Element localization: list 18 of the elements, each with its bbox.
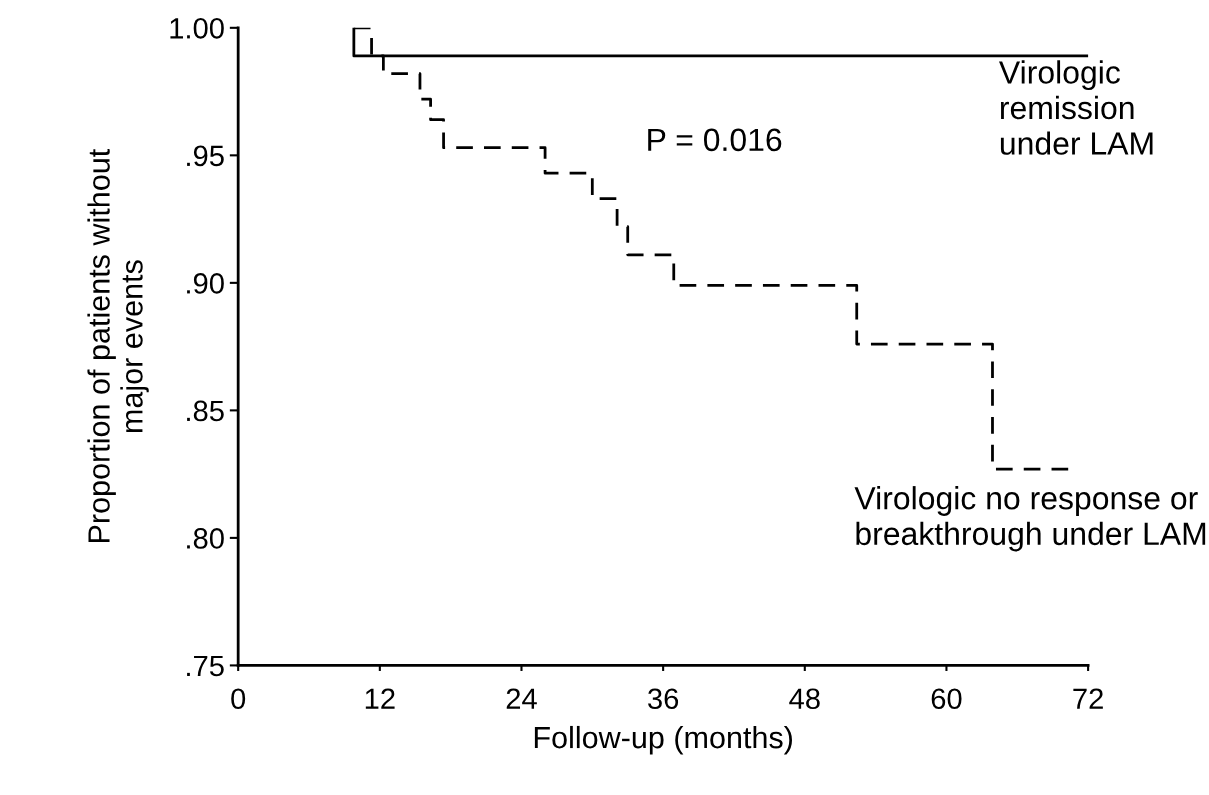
y-tick-label: .95: [187, 145, 224, 167]
y-axis-title: Proportion of patients without major events: [87, 148, 149, 542]
y-tick-label: .90: [187, 273, 224, 294]
y-tick-label: .85: [187, 400, 224, 422]
x-tick-label: 24: [506, 688, 537, 709]
x-tick-label: 0: [231, 688, 246, 710]
x-tick-label: 72: [1073, 688, 1103, 709]
annotation: P = 0.016: [648, 128, 782, 152]
x-tick-label: 60: [931, 688, 962, 710]
y-tick-label: .75: [187, 655, 224, 677]
x-tick-label: 12: [365, 688, 395, 709]
x-axis-title: Follow-up (months): [534, 725, 792, 755]
series-label: Virologic no response or breakthrough under LAM: [854, 486, 1206, 552]
x-tick-label: 48: [789, 688, 820, 710]
y-tick-label: .80: [187, 528, 224, 549]
y-tick-label: 1.00: [170, 18, 224, 39]
x-tick-label: 36: [648, 688, 679, 710]
series-label: Virologic remission under LAM: [999, 60, 1153, 155]
